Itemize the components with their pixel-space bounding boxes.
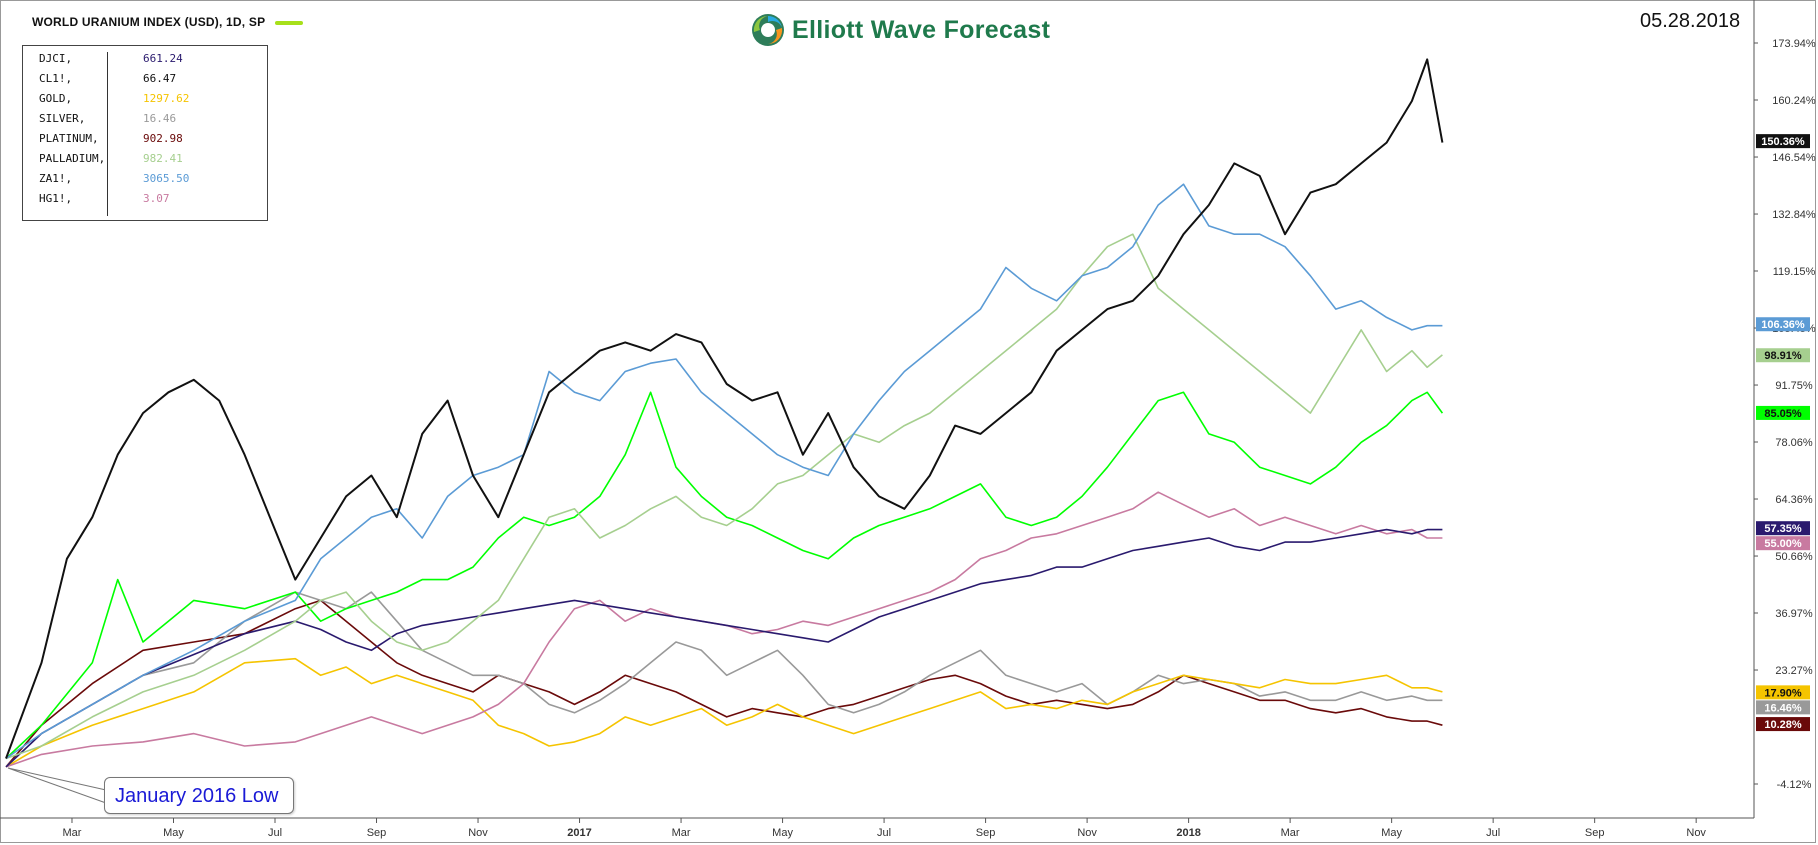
end-label-box [1756,536,1810,551]
legend-value: 1297.62 [143,92,190,105]
series-line [5,58,1444,759]
end-label-text: 150.36% [1761,136,1805,148]
end-label-text: 57.35% [1764,523,1802,535]
end-label-text: 98.91% [1764,350,1802,362]
end-label-box [1756,685,1810,700]
x-tick-label: May [772,827,793,839]
chart-title: WORLD URANIUM INDEX (USD), 1D, SP [32,15,304,29]
legend-name: SILVER, [39,112,86,125]
x-tick-label: May [163,827,184,839]
legend-name: GOLD, [39,92,73,105]
legend-name: PLATINUM, [39,132,99,145]
title-color-swatch [275,20,304,25]
end-label-text: 106.36% [1761,319,1805,331]
legend-divider [107,52,108,216]
y-tick-label: -4.12% [1777,779,1812,791]
end-label-text: 85.05% [1764,408,1802,420]
x-tick-label: Sep [1585,827,1605,839]
end-label-box [1756,405,1810,420]
end-label-text: 10.28% [1764,719,1802,731]
wave-logo-icon [752,14,784,46]
x-tick-label: Jul [1486,827,1500,839]
y-tick-label: 64.36% [1775,494,1813,506]
y-tick-label: 173.94% [1772,38,1816,50]
series-line [5,528,1443,768]
x-tick-label: 2017 [567,827,591,839]
callout-pointer [7,767,107,804]
series-line [5,233,1443,760]
series-line [5,183,1443,760]
series-line [5,391,1444,760]
plot-area [5,58,1444,768]
legend-box: DJCI, 661.24 CL1!, 66.47 GOLD, 1297.62 S… [22,45,268,221]
legend-value: 661.24 [143,52,183,65]
end-label-box [1756,717,1810,732]
end-label-box [1756,134,1810,149]
legend-value: 902.98 [143,132,183,145]
chart-title-text: WORLD URANIUM INDEX (USD), 1D, SP [32,15,266,29]
end-label-box [1756,317,1810,332]
end-label-text: 16.46% [1764,702,1802,714]
y-tick-label: 78.06% [1775,437,1813,449]
end-labels: 150.36% 106.36% 98.91% 85.05% 57.35% 55.00% 17… [1756,134,1810,732]
series-line [5,491,1443,768]
legend-value: 66.47 [143,72,177,85]
legend-name: PALLADIUM, [39,152,106,165]
x-tick-label: Jul [268,827,282,839]
callout-text: January 2016 Low [115,785,279,807]
x-tick-label: 2018 [1176,827,1200,839]
x-tick-label: Mar [1281,827,1300,839]
x-tick-label: Mar [63,827,82,839]
end-label-box [1756,348,1810,363]
x-tick-label: May [1381,827,1402,839]
legend-value: 982.41 [143,152,183,165]
end-label-box [1756,700,1810,715]
y-tick-label: 50.66% [1775,551,1813,563]
legend-name: HG1!, [39,192,73,205]
series-line [5,591,1443,768]
legend-name: CL1!, [39,72,73,85]
y-tick-label: 160.24% [1772,95,1816,107]
x-tick-label: Nov [468,827,488,839]
x-tick-label: Nov [1686,827,1706,839]
legend-name: ZA1!, [39,172,73,185]
legend-name: DJCI, [39,52,73,65]
legend-value: 3.07 [143,192,170,205]
date-label: 05.28.2018 [1640,10,1741,32]
series-line [5,657,1443,768]
end-label-text: 17.90% [1764,687,1802,699]
x-tick-label: Nov [1077,827,1097,839]
y-tick-label: 91.75% [1775,380,1813,392]
x-tick-label: Jul [877,827,891,839]
y-tick-label: 119.15% [1773,266,1816,278]
end-label-text: 55.00% [1764,538,1802,550]
brand-name: Elliott Wave Forecast [792,16,1051,44]
annotation-callout: January 2016 Low [104,777,294,814]
y-tick-label: 23.27% [1775,665,1813,677]
y-tick-label: 132.84% [1772,209,1816,221]
legend-value: 3065.50 [143,172,190,185]
legend-value: 16.46 [143,112,177,125]
x-tick-label: Sep [976,827,996,839]
end-label-box [1756,521,1810,536]
y-tick-label: 36.97% [1775,608,1813,620]
x-tick-label: Sep [367,827,387,839]
x-tick-label: Mar [672,827,691,839]
y-tick-label: 146.54% [1772,152,1816,164]
